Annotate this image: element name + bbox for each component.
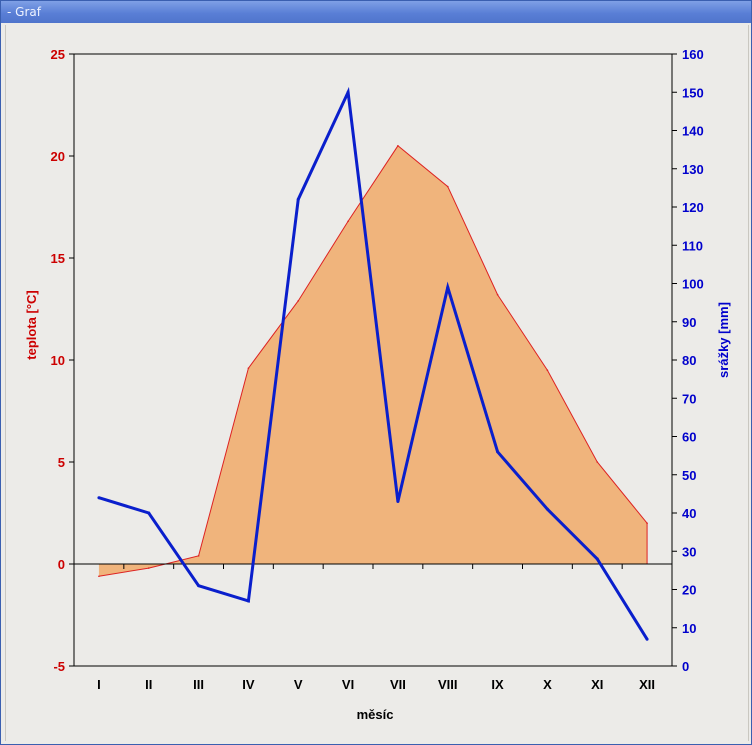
y-tick-label-left: 15	[51, 251, 65, 266]
x-tick-label: XI	[591, 677, 603, 692]
precipitation-series	[97, 86, 649, 641]
y-tick-label-right: 30	[682, 544, 696, 559]
precipitation-point	[545, 507, 549, 511]
x-tick-label: II	[145, 677, 152, 692]
temperature-point	[197, 555, 200, 557]
temperature-point	[496, 293, 499, 296]
x-tick-label: VII	[390, 677, 406, 692]
x-tick-label: X	[543, 677, 552, 692]
y-axis-label-left: teplota [°C]	[24, 290, 39, 359]
temperature-series	[74, 54, 672, 666]
temperature-point	[247, 367, 250, 369]
climate-chart: -5 0 5 10 15 20 25 0 10 20 30 40 50 60 70 80 90 100 110 120…	[24, 47, 731, 722]
precipitation-point	[147, 511, 151, 515]
temperature-point	[596, 461, 599, 463]
y-tick-label-right: 10	[682, 621, 696, 636]
precipitation-point	[97, 496, 101, 500]
y-tick-label-right: 0	[682, 659, 689, 674]
y-tick-label-right: 150	[682, 85, 704, 100]
y-tick-label-left: 20	[51, 149, 65, 164]
precipitation-point	[246, 599, 250, 603]
window-title: - Graf	[7, 5, 41, 19]
x-tick-label: IV	[242, 677, 255, 692]
y-tick-label-right: 50	[682, 468, 696, 483]
precipitation-point	[197, 584, 201, 588]
temperature-point	[347, 220, 349, 223]
temperature-point	[446, 185, 449, 188]
precipitation-point	[396, 500, 400, 504]
y-tick-label-left: 0	[58, 557, 65, 572]
y-tick-label-right: 100	[682, 277, 704, 292]
axes	[69, 53, 677, 667]
precipitation-point	[346, 90, 350, 94]
x-axis-label: měsíc	[357, 707, 394, 722]
x-tick-label: III	[193, 677, 204, 692]
precipitation-point	[645, 637, 649, 641]
precipitation-point	[595, 557, 599, 561]
temperature-point	[98, 575, 100, 578]
temperature-area	[98, 145, 648, 577]
y-tick-label-right: 70	[682, 391, 696, 406]
y-tick-label-right: 80	[682, 353, 696, 368]
temperature-point	[297, 300, 300, 302]
temperature-point	[147, 567, 150, 569]
temperature-point	[546, 369, 549, 372]
precipitation-point	[296, 197, 300, 201]
tick-labels: -5 0 5 10 15 20 25 0 10 20 30 40 50 60 70 80 90 100 110 120…	[51, 47, 704, 692]
temperature-point	[646, 522, 648, 524]
y-tick-label-right: 140	[682, 124, 704, 139]
y-tick-label-right: 110	[682, 238, 703, 253]
y-tick-label-right: 60	[682, 430, 696, 445]
y-tick-label-left: 10	[51, 353, 65, 368]
y-tick-label-right: 90	[682, 315, 696, 330]
y-axis-label-right: srážky [mm]	[716, 302, 731, 378]
y-tick-label-left: 25	[51, 47, 65, 62]
x-tick-label: VI	[342, 677, 354, 692]
x-tick-label: I	[97, 677, 101, 692]
x-tick-label: VIII	[438, 677, 458, 692]
y-tick-label-left: 5	[58, 455, 65, 470]
x-tick-label: IX	[491, 677, 504, 692]
y-tick-label-right: 120	[682, 200, 704, 215]
chart-frame: -5 0 5 10 15 20 25 0 10 20 30 40 50 60 70 80 90 100 110 120…	[5, 25, 749, 741]
precipitation-point	[446, 285, 450, 289]
x-tick-label: V	[294, 677, 303, 692]
y-tick-label-right: 20	[682, 583, 696, 598]
x-tick-label: XII	[639, 677, 655, 692]
y-tick-label-right: 160	[682, 47, 704, 62]
precipitation-point	[496, 450, 500, 454]
temperature-point	[397, 145, 399, 147]
y-tick-label-left: -5	[53, 659, 65, 674]
y-tick-label-right: 40	[682, 506, 696, 521]
title-bar[interactable]: - Graf	[1, 1, 751, 23]
precipitation-line	[98, 86, 649, 641]
y-tick-label-right: 130	[682, 162, 704, 177]
